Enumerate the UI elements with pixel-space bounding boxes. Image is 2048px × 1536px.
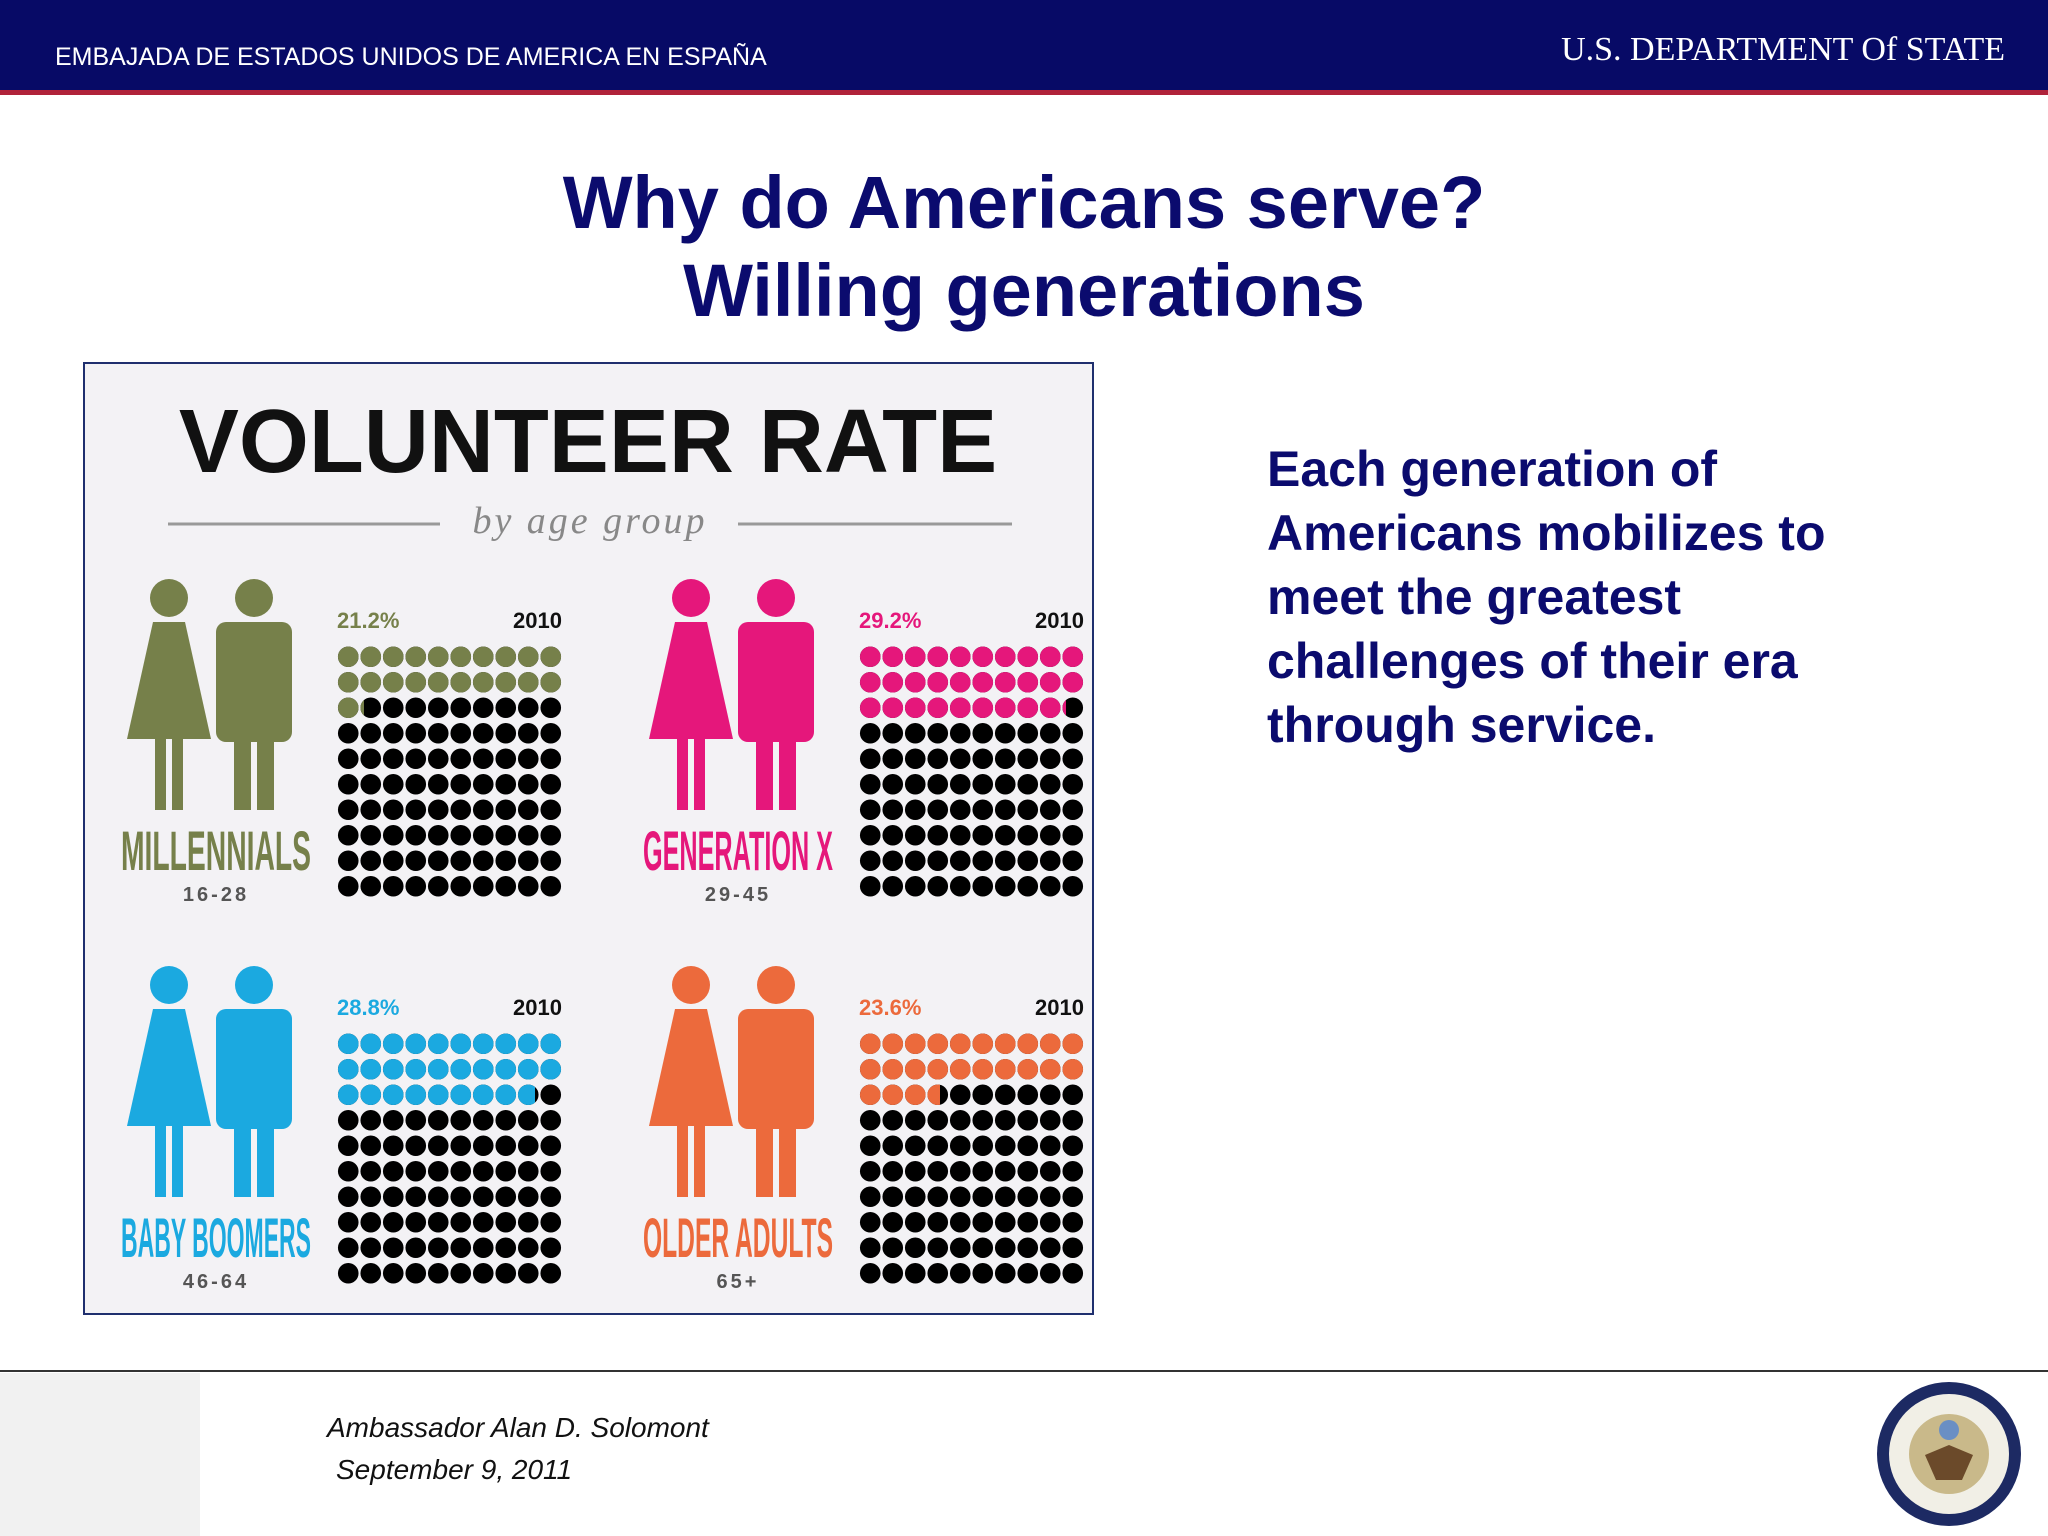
slide-title: Willing generations [683,249,1365,332]
volunteer-dots [337,1031,562,1108]
group-ages: 46-64 [183,1271,249,1293]
slide-title: Why do Americans serve? [563,161,1486,244]
group-ages: 29-45 [705,884,771,906]
volunteer-dots [859,1031,1084,1108]
figures [649,966,814,1197]
rate-label: 28.8% [337,995,399,1020]
group-ages: 65+ [717,1271,760,1293]
rate-label: 29.2% [859,608,921,633]
rate-label: 21.2% [337,608,399,633]
rate-label: 23.6% [859,995,921,1020]
body-line: challenges of their era [1267,633,1799,689]
seal [1877,1382,2021,1526]
infographic-title: VOLUNTEER RATE [179,392,997,492]
figures [127,966,292,1197]
group-ages: 16-28 [183,884,249,906]
volunteer-group: GENERATION X29-45 29.2% 2010 [643,579,1084,906]
embassy-name: EMBAJADA DE ESTADOS UNIDOS DE AMERICA EN… [55,42,767,71]
infographic-subtitle: by age group [472,500,707,542]
group-name: MILLENNIALS [121,819,311,882]
year-label: 2010 [1035,608,1084,633]
body-text: Each generation of Americans mobilizes to… [1267,441,1826,753]
body-line: Each generation of [1267,441,1717,497]
group-name: OLDER ADULTS [643,1206,833,1269]
footer-date: September 9, 2011 [336,1454,572,1485]
year-label: 2010 [1035,995,1084,1020]
volunteer-dots [859,644,1084,721]
header-stripe [0,90,2048,95]
department-name: U.S. DEPARTMENT Of STATE [1561,31,2005,68]
group-name: GENERATION X [643,819,833,882]
year-label: 2010 [513,608,562,633]
body-line: Americans mobilizes to [1267,505,1826,561]
body-line: meet the greatest [1267,569,1681,625]
footer-shade [0,1373,200,1536]
footer-speaker: Ambassador Alan D. Solomont [325,1412,710,1443]
header-bar [0,0,2048,90]
figures [127,579,292,810]
body-line: through service. [1267,697,1656,753]
volunteer-dots [337,644,562,721]
year-label: 2010 [513,995,562,1020]
group-name: BABY BOOMERS [121,1206,311,1269]
figures [649,579,814,810]
